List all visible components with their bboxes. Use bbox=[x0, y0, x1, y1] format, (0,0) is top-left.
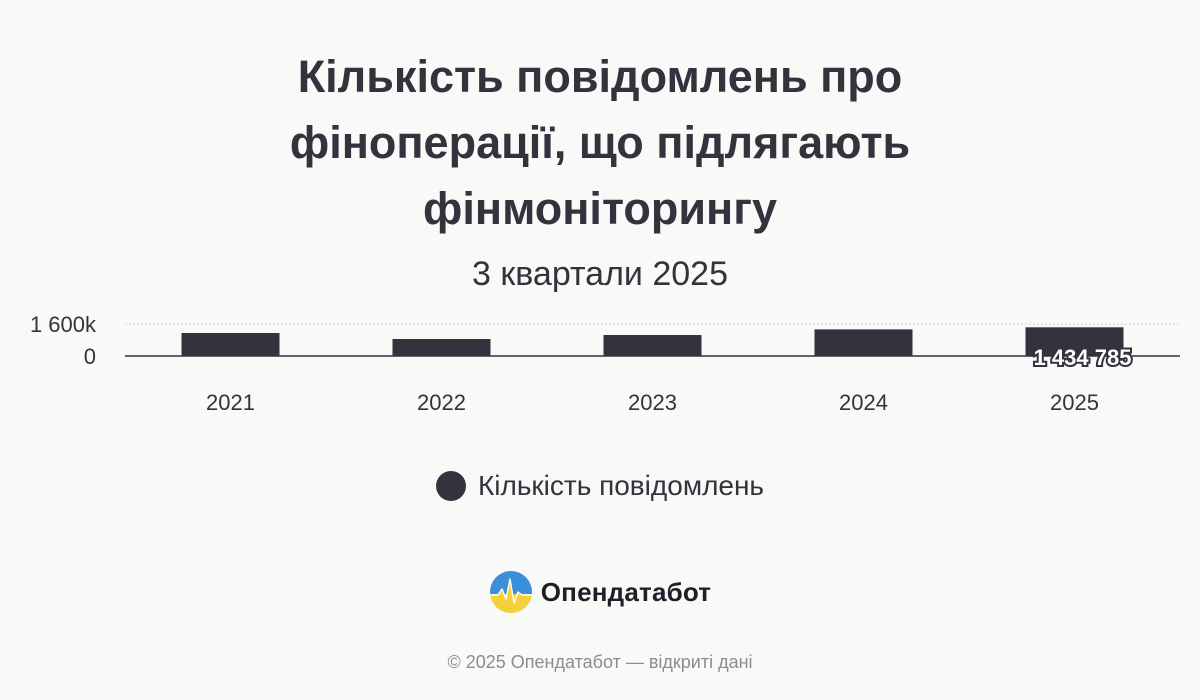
brand-name: Опендатабот bbox=[540, 576, 712, 607]
legend-label: Кількість повідомлень bbox=[477, 470, 765, 501]
bar-chart: 0 1 600k 2021 2022 2023 2024 2025 1 434 785 bbox=[30, 312, 1180, 415]
bar bbox=[181, 333, 280, 356]
opendatabot-logo-icon bbox=[489, 571, 532, 613]
x-tick-label: 2022 bbox=[417, 390, 466, 415]
chart-legend[interactable]: Кількість повідомлень bbox=[0, 470, 1200, 502]
bar bbox=[814, 329, 913, 356]
x-tick-label: 2025 bbox=[1050, 390, 1099, 415]
footer-note: © 2025 Опендатабот — відкриті дані bbox=[447, 652, 753, 672]
data-label: 1 434 785 bbox=[1034, 345, 1132, 370]
chart-title-line: фіноперації, що підлягають bbox=[289, 117, 911, 168]
y-tick-label: 1 600k bbox=[30, 312, 97, 337]
bar bbox=[392, 339, 491, 356]
chart-subtitle: 3 квартали 2025 bbox=[472, 255, 728, 293]
legend-swatch-icon bbox=[435, 471, 466, 501]
bar bbox=[1025, 327, 1124, 356]
chart-title-line: фінмоніторингу bbox=[423, 183, 777, 234]
bar bbox=[603, 335, 702, 356]
x-tick-label: 2021 bbox=[206, 390, 255, 415]
chart-title-line: Кількість повідомлень про bbox=[297, 51, 903, 102]
y-tick-label: 0 bbox=[84, 344, 96, 369]
chart-title: Кількість повідомлень про фіноперації, щ… bbox=[200, 44, 1000, 242]
x-tick-label: 2023 bbox=[628, 390, 677, 415]
brand-logo[interactable]: Опендатабот bbox=[0, 570, 1200, 614]
x-tick-label: 2024 bbox=[839, 390, 888, 415]
